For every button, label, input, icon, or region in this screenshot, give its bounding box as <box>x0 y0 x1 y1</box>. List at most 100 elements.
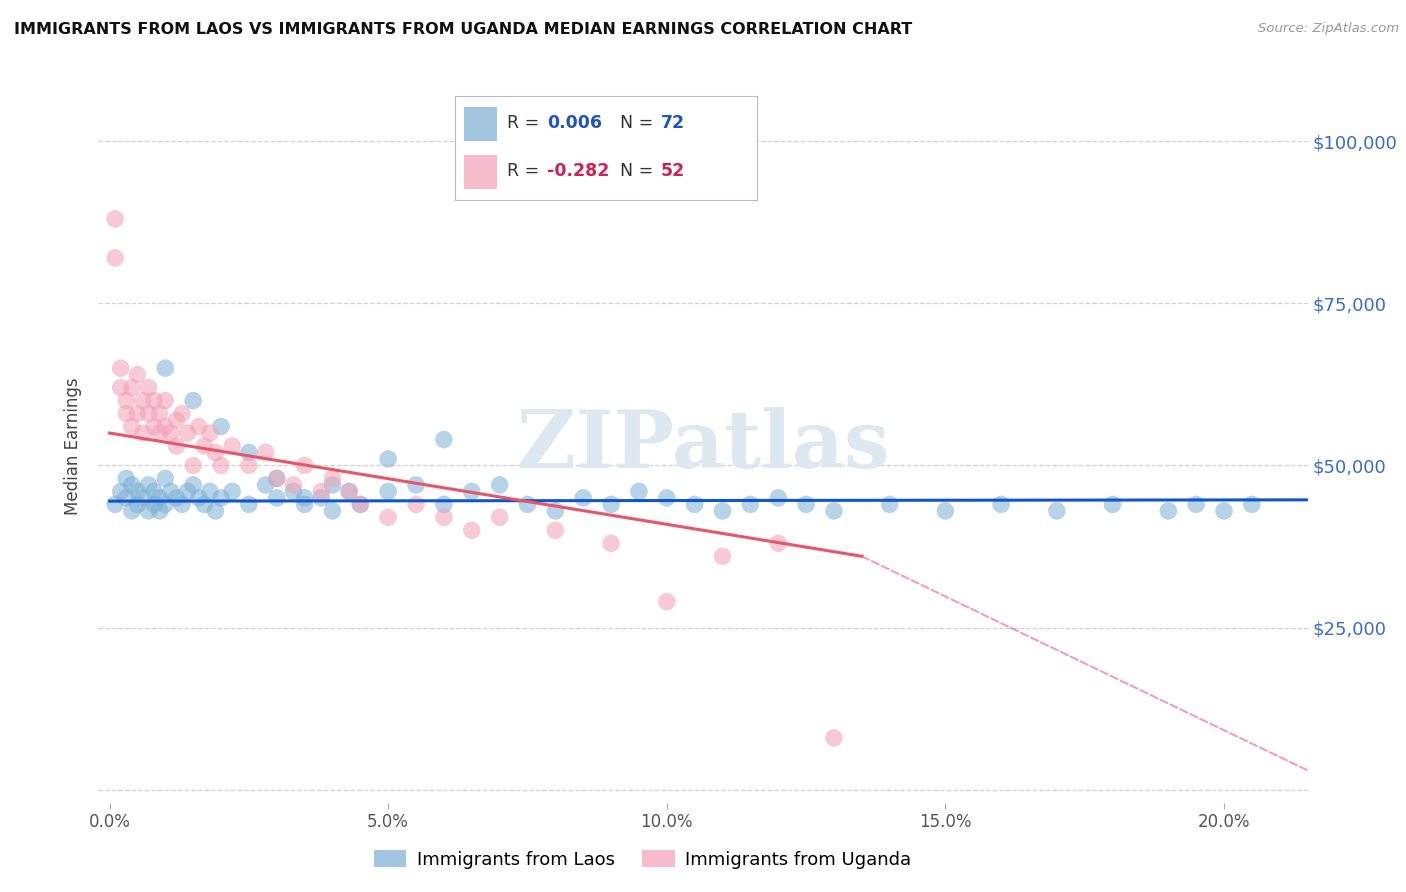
Point <box>377 452 399 467</box>
Point <box>294 458 316 473</box>
Point <box>143 497 166 511</box>
Point <box>238 458 260 473</box>
Point <box>170 407 193 421</box>
Point <box>405 497 427 511</box>
Point <box>221 484 243 499</box>
Point <box>138 504 160 518</box>
Point <box>254 445 277 459</box>
Point <box>193 497 215 511</box>
Point <box>321 504 343 518</box>
Text: IMMIGRANTS FROM LAOS VS IMMIGRANTS FROM UGANDA MEDIAN EARNINGS CORRELATION CHART: IMMIGRANTS FROM LAOS VS IMMIGRANTS FROM … <box>14 22 912 37</box>
Point <box>266 471 288 485</box>
Point <box>138 381 160 395</box>
Point <box>149 407 172 421</box>
Point <box>104 497 127 511</box>
Point <box>104 211 127 226</box>
Point <box>143 393 166 408</box>
Point <box>170 497 193 511</box>
Point <box>294 491 316 505</box>
Point <box>176 425 198 440</box>
Point <box>461 484 484 499</box>
Point <box>132 425 155 440</box>
Point <box>209 419 232 434</box>
Point <box>544 524 567 538</box>
Point <box>794 497 817 511</box>
Point <box>115 471 138 485</box>
Point <box>143 419 166 434</box>
Point <box>1213 504 1236 518</box>
Point <box>121 478 143 492</box>
Point <box>149 504 172 518</box>
Point <box>337 484 360 499</box>
Point <box>110 381 132 395</box>
Point <box>110 361 132 376</box>
Point <box>115 407 138 421</box>
Point <box>155 497 177 511</box>
Point <box>115 491 138 505</box>
Point <box>204 445 226 459</box>
Point <box>143 484 166 499</box>
Point <box>1046 504 1069 518</box>
Point <box>181 458 204 473</box>
Point <box>405 478 427 492</box>
Point <box>377 510 399 524</box>
Point <box>209 458 232 473</box>
Point <box>266 491 288 505</box>
Point <box>254 478 277 492</box>
Point <box>209 491 232 505</box>
Point <box>127 407 149 421</box>
Point <box>198 484 221 499</box>
Point <box>132 491 155 505</box>
Point <box>1101 497 1123 511</box>
Point <box>294 497 316 511</box>
Point <box>165 439 187 453</box>
Point <box>204 504 226 518</box>
Point <box>823 504 845 518</box>
Point <box>266 471 288 485</box>
Point <box>1240 497 1263 511</box>
Point <box>160 484 183 499</box>
Point <box>187 419 209 434</box>
Point <box>283 484 305 499</box>
Point <box>1185 497 1208 511</box>
Point <box>121 419 143 434</box>
Point <box>311 484 333 499</box>
Point <box>221 439 243 453</box>
Point <box>321 478 343 492</box>
Point <box>488 478 510 492</box>
Point <box>238 445 260 459</box>
Point <box>488 510 510 524</box>
Point <box>740 497 762 511</box>
Point <box>768 536 790 550</box>
Point <box>461 524 484 538</box>
Point <box>516 497 538 511</box>
Point <box>544 504 567 518</box>
Point <box>193 439 215 453</box>
Point <box>311 491 333 505</box>
Point <box>377 484 399 499</box>
Point <box>176 484 198 499</box>
Point <box>627 484 650 499</box>
Point <box>127 484 149 499</box>
Y-axis label: Median Earnings: Median Earnings <box>65 377 83 515</box>
Point <box>572 491 595 505</box>
Point <box>934 504 956 518</box>
Point <box>321 471 343 485</box>
Point <box>433 510 456 524</box>
Point <box>283 478 305 492</box>
Point <box>711 549 734 564</box>
Point <box>349 497 371 511</box>
Point <box>1157 504 1180 518</box>
Point <box>181 393 204 408</box>
Point <box>138 407 160 421</box>
Point <box>181 478 204 492</box>
Point <box>433 433 456 447</box>
Text: ZIPatlas: ZIPatlas <box>517 407 889 485</box>
Point <box>349 497 371 511</box>
Point <box>600 536 623 550</box>
Point <box>990 497 1012 511</box>
Point <box>127 368 149 382</box>
Point <box>155 419 177 434</box>
Point <box>165 491 187 505</box>
Point <box>149 425 172 440</box>
